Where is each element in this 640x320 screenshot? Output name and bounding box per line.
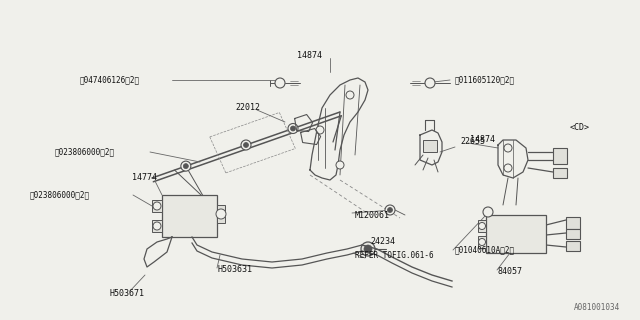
Circle shape (316, 126, 324, 134)
Text: A081001034: A081001034 (573, 303, 620, 313)
Circle shape (504, 144, 512, 152)
Bar (486, 215, 546, 253)
Bar (152, 220, 162, 232)
Text: 14774: 14774 (132, 173, 157, 182)
Circle shape (361, 242, 375, 256)
Text: 14874: 14874 (298, 51, 323, 60)
Bar (566, 229, 580, 239)
Text: Ⓢ047406126（2: Ⓢ047406126（2 (80, 76, 140, 84)
Circle shape (385, 205, 395, 215)
Text: Ⓝ023806000（2: Ⓝ023806000（2 (55, 148, 115, 156)
Circle shape (288, 124, 298, 133)
Text: 84057: 84057 (497, 268, 522, 276)
Bar (566, 241, 580, 251)
Bar (152, 200, 162, 212)
Text: <CD>: <CD> (570, 124, 590, 132)
Circle shape (216, 209, 226, 219)
Circle shape (425, 78, 435, 88)
Bar (162, 195, 217, 237)
Text: M120061: M120061 (355, 211, 390, 220)
Text: 24234: 24234 (370, 237, 395, 246)
Bar (553, 148, 567, 164)
Circle shape (336, 161, 344, 169)
Circle shape (153, 202, 161, 210)
Circle shape (183, 164, 188, 169)
Text: H503631: H503631 (218, 266, 253, 275)
Circle shape (364, 245, 372, 253)
Text: ⒲011605120（2: ⒲011605120（2 (455, 76, 515, 84)
Circle shape (387, 207, 392, 212)
Bar (478, 236, 486, 248)
Text: 22012: 22012 (235, 102, 260, 111)
Circle shape (504, 164, 512, 172)
Text: 22655: 22655 (460, 138, 485, 147)
Text: H503671: H503671 (110, 289, 145, 298)
Bar (217, 205, 225, 223)
Text: 14874: 14874 (470, 135, 495, 145)
Bar (566, 217, 580, 229)
Circle shape (479, 222, 486, 229)
Circle shape (483, 207, 493, 217)
Text: Ⓝ023806000（2: Ⓝ023806000（2 (30, 190, 90, 199)
Circle shape (153, 222, 161, 230)
Circle shape (479, 238, 486, 245)
Circle shape (241, 140, 251, 150)
Circle shape (243, 142, 248, 148)
Circle shape (346, 91, 354, 99)
Bar (553, 168, 567, 178)
Circle shape (275, 78, 285, 88)
Bar (478, 220, 486, 232)
Circle shape (181, 161, 191, 171)
Circle shape (291, 126, 296, 131)
Text: REFER TOFIG.061-6: REFER TOFIG.061-6 (355, 252, 434, 260)
Text: ⒲01040610A（2: ⒲01040610A（2 (455, 245, 515, 254)
Bar (423, 140, 437, 152)
